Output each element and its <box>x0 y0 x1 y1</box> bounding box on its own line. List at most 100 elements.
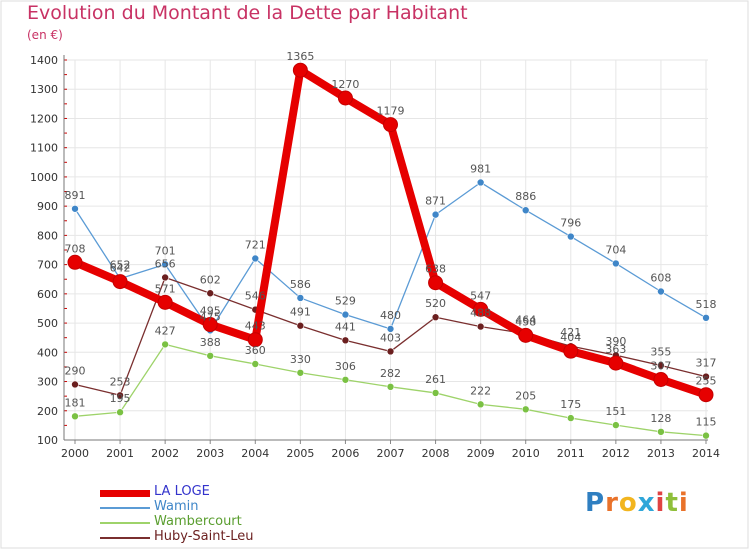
legend-label: Huby-Saint-Leu <box>154 529 254 544</box>
data-point <box>71 412 79 421</box>
data-label: 255 <box>696 375 717 388</box>
data-point <box>473 301 489 317</box>
data-point <box>563 343 579 359</box>
data-point <box>521 405 530 414</box>
data-point <box>251 360 260 368</box>
data-label: 652 <box>110 259 131 272</box>
legend-item: LA LOGE <box>100 484 400 500</box>
data-point <box>612 421 620 429</box>
data-label: 441 <box>335 320 356 333</box>
data-point <box>431 389 440 397</box>
y-tick-label: 100 <box>37 434 58 447</box>
x-tick-label: 2002 <box>151 447 179 460</box>
data-point <box>116 408 124 417</box>
data-label: 115 <box>696 416 717 429</box>
data-point <box>206 289 215 298</box>
data-point <box>702 314 710 322</box>
x-tick-label: 2013 <box>647 447 675 460</box>
x-tick-label: 2010 <box>512 447 540 460</box>
logo-letter: t <box>665 488 679 518</box>
data-point <box>431 313 440 322</box>
y-tick-label: 1400 <box>30 54 58 67</box>
data-point <box>653 371 669 387</box>
data-point <box>383 117 398 133</box>
y-tick-label: 200 <box>37 405 58 418</box>
data-label: 547 <box>470 289 491 302</box>
data-label: 475 <box>200 310 221 323</box>
data-label: 1179 <box>377 105 405 118</box>
data-label: 388 <box>200 336 221 349</box>
logo-letter: r <box>605 488 619 518</box>
data-label: 518 <box>696 298 717 311</box>
data-label: 464 <box>515 314 536 327</box>
data-label: 330 <box>290 353 311 366</box>
data-point <box>161 260 169 269</box>
data-point <box>337 90 353 106</box>
legend: LA LOGE Wamin Wambercourt Huby-Saint-Leu <box>100 484 400 545</box>
data-label: 602 <box>200 273 221 286</box>
data-label: 355 <box>650 345 671 358</box>
data-point <box>296 368 305 377</box>
data-label: 427 <box>155 324 176 337</box>
data-label: 981 <box>470 162 491 175</box>
data-point <box>112 274 128 290</box>
x-tick-label: 2005 <box>286 447 314 460</box>
data-point <box>161 273 169 282</box>
data-label: 571 <box>155 282 176 295</box>
legend-item: Huby-Saint-Leu <box>100 529 400 545</box>
data-label: 307 <box>650 359 671 372</box>
data-point <box>657 428 665 436</box>
x-tick-label: 2004 <box>241 447 269 460</box>
chart-title: Evolution du Montant de la Dette par Hab… <box>27 2 468 24</box>
legend-label: LA LOGE <box>154 484 210 499</box>
data-point <box>476 178 485 187</box>
data-label: 638 <box>425 263 446 276</box>
data-label: 458 <box>515 315 536 328</box>
x-tick-label: 2012 <box>602 447 630 460</box>
data-label: 529 <box>335 295 356 308</box>
data-point <box>698 387 714 403</box>
data-point <box>518 327 534 343</box>
data-point <box>292 62 308 78</box>
data-label: 608 <box>650 272 671 285</box>
data-label: 708 <box>65 242 86 255</box>
data-label: 306 <box>335 360 356 373</box>
data-label: 891 <box>65 189 86 202</box>
data-label: 282 <box>380 367 401 380</box>
x-tick-label: 2008 <box>422 447 450 460</box>
data-point <box>566 414 575 422</box>
legend-swatch <box>100 507 150 509</box>
logo-letter: o <box>618 488 638 518</box>
y-tick-label: 400 <box>37 346 58 359</box>
data-point <box>612 259 620 268</box>
y-tick-label: 1000 <box>30 171 58 184</box>
data-point <box>431 210 440 219</box>
x-tick-label: 2014 <box>692 447 720 460</box>
data-label: 195 <box>110 392 131 405</box>
data-label: 421 <box>560 326 581 339</box>
data-label: 443 <box>245 320 266 333</box>
data-label: 128 <box>650 412 671 425</box>
y-tick-label: 900 <box>37 200 58 213</box>
x-tick-label: 2009 <box>467 447 495 460</box>
logo-letter: P <box>585 488 606 518</box>
data-label: 546 <box>245 290 266 303</box>
data-label: 1365 <box>286 50 314 63</box>
data-label: 480 <box>380 309 401 322</box>
data-point <box>386 347 395 356</box>
data-point <box>71 380 79 389</box>
data-point <box>202 317 218 333</box>
legend-swatch <box>100 522 150 524</box>
x-tick-label: 2006 <box>331 447 359 460</box>
data-label: 404 <box>560 331 581 344</box>
y-tick-label: 300 <box>37 376 58 389</box>
data-label: 261 <box>425 373 446 386</box>
data-label: 488 <box>470 307 491 320</box>
data-label: 656 <box>155 257 176 270</box>
y-tick-label: 600 <box>37 288 58 301</box>
logo-letter: i <box>655 488 666 518</box>
y-tick-label: 1200 <box>30 112 58 125</box>
data-point <box>386 382 395 391</box>
